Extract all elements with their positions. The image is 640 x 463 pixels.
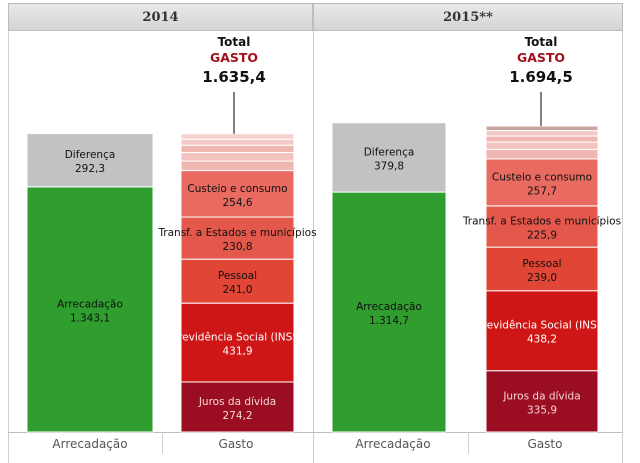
gasto-2015**-segment (485, 370, 599, 433)
gasto-2014-segment (180, 160, 295, 172)
frame-line-mid (313, 31, 314, 463)
gasto-2014-segment-name: Pessoal (218, 270, 257, 282)
gasto-2015**-segment (485, 246, 599, 292)
arrecadacao-2014-segment-value: 292,3 (75, 163, 105, 175)
x-label-gasto-2015: Gasto (527, 437, 563, 451)
gasto-2014-segment (180, 144, 295, 154)
arrecadacao-2015**-segment-name: Arrecadação (356, 301, 422, 313)
arrecadacao-2014-segment (26, 186, 154, 433)
baseline-2014 (8, 432, 313, 433)
total-sub-label: GASTO (210, 50, 258, 65)
arrecadacao-2014-segment-value: 1.343,1 (70, 312, 110, 324)
arrecadacao-2015**-segment-value: 379,8 (374, 160, 404, 172)
panel-title-2015: 2015** (313, 3, 623, 31)
gasto-2014-segment-name: Juros da dívida (198, 396, 276, 408)
arrecadacao-2015**-segment (331, 122, 447, 193)
gasto-2015**-segment (485, 158, 599, 207)
gasto-2015**-segment (485, 135, 599, 143)
total-value: 1.635,4 (202, 68, 266, 86)
gasto-2015**-segment-value: 335,9 (527, 404, 557, 416)
gasto-2014-segment-value: 274,2 (222, 410, 252, 422)
gasto-2014-segment-value: 241,0 (222, 284, 252, 296)
arrecadacao-2015**-segment (331, 191, 447, 433)
frame-line-right (622, 31, 623, 463)
gasto-2014-segment (180, 216, 295, 260)
gasto-2015**-segment-value: 257,7 (527, 185, 557, 197)
gasto-2014-segment (180, 138, 295, 146)
gasto-2015**-segment-name: Juros da dívida (502, 390, 580, 402)
gasto-2015**-segment-name: Custeio e consumo (492, 171, 592, 183)
arrecadacao-2014-segment-name: Diferença (65, 149, 116, 161)
panel-2014: 2014 (8, 0, 313, 463)
gasto-2015**-segment (485, 141, 599, 150)
gasto-2015**-segment-value: 239,0 (527, 272, 557, 284)
gasto-2015**-segment-value: 225,9 (527, 229, 557, 241)
panel-title-2014: 2014 (8, 3, 313, 31)
gasto-2014-segment (180, 133, 295, 140)
axis-tick (468, 432, 469, 454)
gasto-2015**-segment (485, 130, 599, 137)
axis-tick (162, 432, 163, 454)
gasto-2014-segment-value: 254,6 (222, 197, 252, 209)
frame-line-left (8, 31, 9, 463)
gasto-2014-segment-name: Custeio e consumo (187, 183, 287, 195)
gasto-2014-segment (180, 170, 295, 218)
x-label-arrecadacao-2015: Arrecadação (355, 437, 431, 451)
gasto-2014-segment-value: 230,8 (222, 241, 252, 253)
gasto-2015**-segment-name: Transf. a Estados e municípios (462, 215, 621, 227)
total-sub-label: GASTO (517, 50, 565, 65)
gasto-2015**-segment-name: Previdência Social (INSS) (476, 320, 607, 332)
gasto-2015**-segment (485, 125, 599, 132)
gasto-2014-segment-name: Previdência Social (INSS) (172, 332, 303, 344)
baseline-2015 (313, 432, 622, 433)
x-label-gasto-2014: Gasto (218, 437, 254, 451)
gasto-2015**-segment (485, 290, 599, 372)
arrecadacao-2014-segment (26, 133, 154, 188)
gasto-2014-segment (180, 152, 295, 162)
arrecadacao-2015**-segment-name: Diferença (364, 146, 415, 158)
gasto-2015**-segment (485, 205, 599, 248)
x-label-arrecadacao-2014: Arrecadação (52, 437, 128, 451)
total-label: Total (218, 35, 251, 49)
gasto-2014-segment (180, 258, 295, 304)
gasto-2014-segment-value: 431,9 (222, 346, 252, 358)
arrecadacao-2014-segment-name: Arrecadação (57, 298, 123, 310)
gasto-2015**-segment (485, 148, 599, 160)
arrecadacao-2015**-segment-value: 1.314,7 (369, 315, 409, 327)
gasto-2015**-segment-value: 438,2 (527, 334, 557, 346)
gasto-2015**-segment-name: Pessoal (522, 258, 561, 270)
total-value: 1.694,5 (509, 68, 573, 86)
panel-2015: 2015** (313, 0, 623, 463)
gasto-2014-segment-name: Transf. a Estados e municípios (157, 227, 316, 239)
total-label: Total (525, 35, 558, 49)
